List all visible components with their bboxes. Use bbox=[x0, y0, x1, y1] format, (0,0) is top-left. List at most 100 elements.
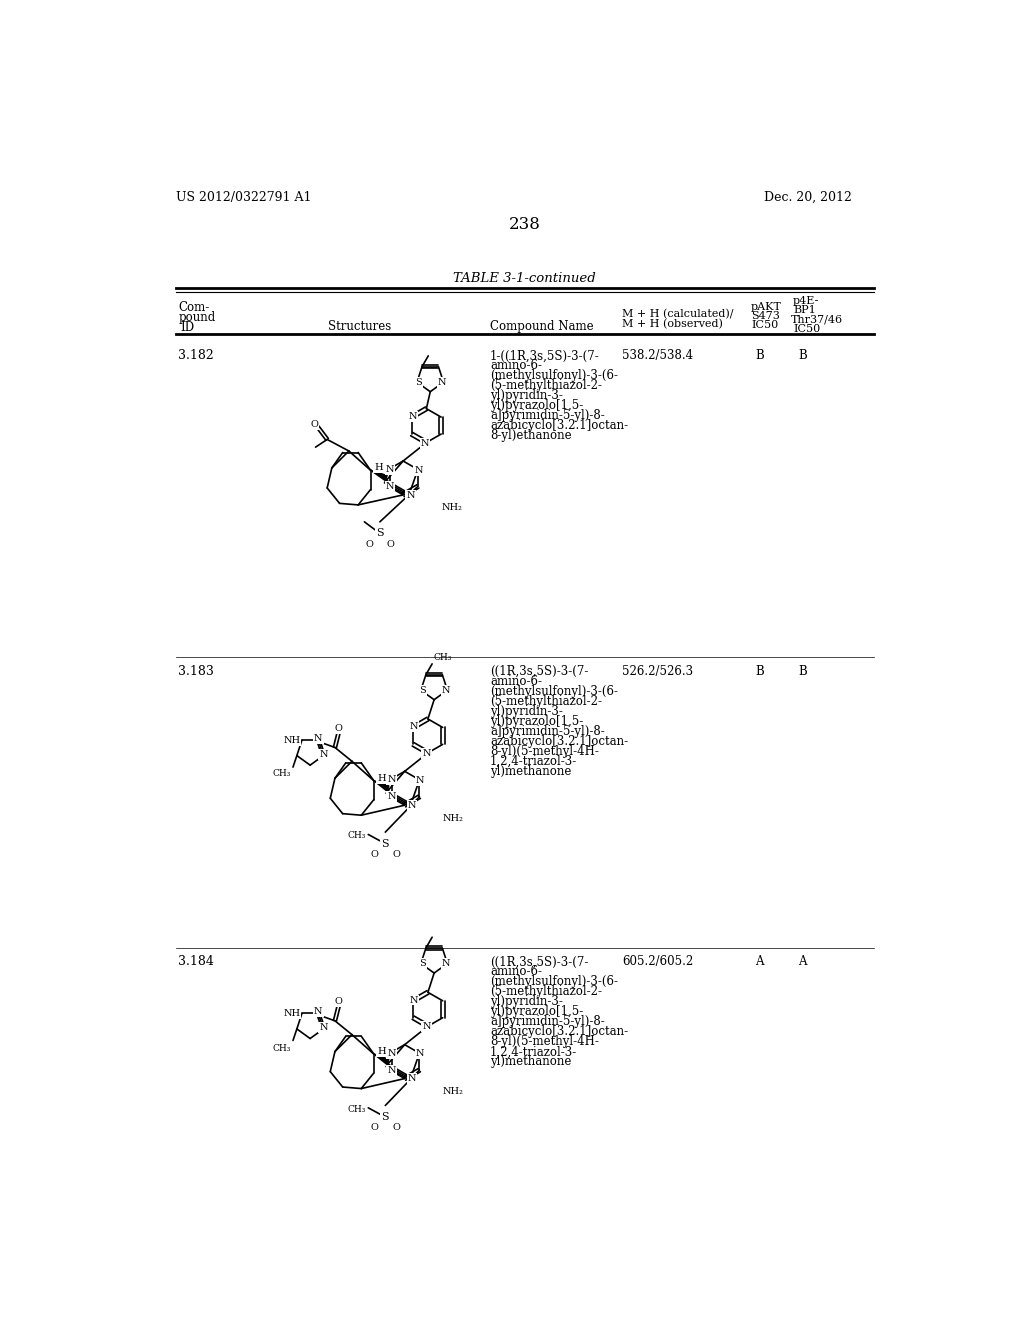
Text: O: O bbox=[371, 850, 379, 859]
Text: M + H (observed): M + H (observed) bbox=[623, 318, 723, 329]
Text: TABLE 3-1-continued: TABLE 3-1-continued bbox=[454, 272, 596, 285]
Text: O: O bbox=[335, 723, 343, 733]
Text: pAKT: pAKT bbox=[751, 302, 782, 312]
Text: N: N bbox=[422, 750, 431, 758]
Text: A: A bbox=[798, 956, 807, 969]
Text: US 2012/0322791 A1: US 2012/0322791 A1 bbox=[176, 190, 311, 203]
Text: S: S bbox=[382, 838, 389, 849]
Text: B: B bbox=[756, 665, 764, 678]
Text: yl)pyridin-3-: yl)pyridin-3- bbox=[489, 705, 563, 718]
Text: 8-yl)(5-methyl-4H-: 8-yl)(5-methyl-4H- bbox=[489, 1035, 599, 1048]
Text: (methylsulfonyl)-3-(6-: (methylsulfonyl)-3-(6- bbox=[489, 975, 617, 989]
Text: H: H bbox=[377, 774, 386, 783]
Text: S: S bbox=[419, 685, 426, 694]
Text: CH₃: CH₃ bbox=[272, 770, 291, 779]
Text: amino-6-: amino-6- bbox=[489, 675, 542, 688]
Text: yl)pyridin-3-: yl)pyridin-3- bbox=[489, 995, 563, 1008]
Text: N: N bbox=[416, 776, 425, 785]
Text: N: N bbox=[409, 412, 417, 421]
Text: 1,2,4-triazol-3-: 1,2,4-triazol-3- bbox=[489, 1045, 578, 1059]
Text: 1,2,4-triazol-3-: 1,2,4-triazol-3- bbox=[489, 755, 578, 768]
Text: S: S bbox=[419, 960, 426, 968]
Text: Compound Name: Compound Name bbox=[489, 321, 594, 333]
Text: O: O bbox=[387, 540, 394, 549]
Text: 8-yl)(5-methyl-4H-: 8-yl)(5-methyl-4H- bbox=[489, 744, 599, 758]
Text: yl)methanone: yl)methanone bbox=[489, 766, 571, 779]
Text: 526.2/526.3: 526.2/526.3 bbox=[623, 665, 693, 678]
Text: N: N bbox=[441, 960, 451, 968]
Text: NH₂: NH₂ bbox=[442, 1088, 464, 1096]
Text: O: O bbox=[310, 420, 317, 429]
Text: N: N bbox=[314, 734, 323, 743]
Text: N: N bbox=[415, 466, 423, 475]
Text: (methylsulfonyl)-3-(6-: (methylsulfonyl)-3-(6- bbox=[489, 685, 617, 698]
Text: N: N bbox=[386, 465, 394, 474]
Text: a]pyrimidin-5-yl)-8-: a]pyrimidin-5-yl)-8- bbox=[489, 1015, 605, 1028]
Text: N: N bbox=[387, 775, 395, 784]
Text: M + H (calculated)/: M + H (calculated)/ bbox=[623, 309, 734, 319]
Text: S473: S473 bbox=[751, 312, 780, 321]
Text: O: O bbox=[392, 850, 400, 859]
Text: (5-methylthiazol-2-: (5-methylthiazol-2- bbox=[489, 985, 602, 998]
Text: N: N bbox=[441, 685, 451, 694]
Text: amino-6-: amino-6- bbox=[489, 965, 542, 978]
Text: (5-methylthiazol-2-: (5-methylthiazol-2- bbox=[489, 379, 602, 392]
Text: yl)methanone: yl)methanone bbox=[489, 1056, 571, 1068]
Polygon shape bbox=[374, 1053, 389, 1064]
Text: pound: pound bbox=[178, 312, 216, 323]
Text: H: H bbox=[374, 463, 383, 473]
Text: Structures: Structures bbox=[328, 321, 391, 333]
Text: IC50: IC50 bbox=[793, 323, 820, 334]
Text: 538.2/538.4: 538.2/538.4 bbox=[623, 350, 693, 363]
Text: N: N bbox=[416, 1049, 425, 1059]
Text: NH: NH bbox=[284, 735, 300, 744]
Text: 605.2/605.2: 605.2/605.2 bbox=[623, 956, 693, 969]
Text: S: S bbox=[415, 378, 422, 387]
Text: N: N bbox=[387, 792, 395, 801]
Text: CH₃: CH₃ bbox=[347, 832, 366, 841]
Text: O: O bbox=[392, 1123, 400, 1133]
Text: a]pyrimidin-5-yl)-8-: a]pyrimidin-5-yl)-8- bbox=[489, 409, 605, 422]
Text: O: O bbox=[366, 540, 373, 549]
Text: amino-6-: amino-6- bbox=[489, 359, 542, 372]
Text: ((1R,3s,5S)-3-(7-: ((1R,3s,5S)-3-(7- bbox=[489, 956, 589, 969]
Text: CH₃: CH₃ bbox=[272, 1044, 291, 1053]
Text: N: N bbox=[407, 491, 415, 499]
Text: yl)pyridin-3-: yl)pyridin-3- bbox=[489, 389, 563, 403]
Text: O: O bbox=[371, 1123, 379, 1133]
Text: yl)pyrazolo[1,5-: yl)pyrazolo[1,5- bbox=[489, 400, 584, 412]
Text: 3.182: 3.182 bbox=[178, 350, 214, 363]
Text: N: N bbox=[410, 995, 418, 1005]
Text: yl)pyrazolo[1,5-: yl)pyrazolo[1,5- bbox=[489, 715, 584, 729]
Text: S: S bbox=[376, 528, 384, 539]
Text: N: N bbox=[314, 1007, 323, 1016]
Text: Thr37/46: Thr37/46 bbox=[791, 314, 843, 325]
Text: S: S bbox=[382, 1111, 389, 1122]
Text: azabicyclo[3.2.1]octan-: azabicyclo[3.2.1]octan- bbox=[489, 420, 628, 433]
Text: A: A bbox=[756, 956, 764, 969]
Text: N: N bbox=[437, 378, 446, 387]
Text: NH₂: NH₂ bbox=[441, 503, 462, 512]
Text: N: N bbox=[319, 750, 328, 759]
Text: CH₃: CH₃ bbox=[434, 652, 452, 661]
Text: N: N bbox=[387, 1048, 395, 1057]
Text: 238: 238 bbox=[509, 216, 541, 234]
Text: BP1: BP1 bbox=[793, 305, 816, 315]
Text: H: H bbox=[377, 1047, 386, 1056]
Text: 1-((1R,3s,5S)-3-(7-: 1-((1R,3s,5S)-3-(7- bbox=[489, 350, 600, 363]
Text: CH₃: CH₃ bbox=[347, 1105, 366, 1114]
Text: ID: ID bbox=[180, 321, 195, 334]
Text: B: B bbox=[756, 350, 764, 363]
Text: azabicyclo[3.2.1]octan-: azabicyclo[3.2.1]octan- bbox=[489, 1026, 628, 1039]
Text: 3.184: 3.184 bbox=[178, 956, 214, 969]
Text: NH: NH bbox=[284, 1008, 300, 1018]
Text: Com-: Com- bbox=[178, 301, 210, 314]
Text: ((1R,3s,5S)-3-(7-: ((1R,3s,5S)-3-(7- bbox=[489, 665, 589, 678]
Text: 8-yl)ethanone: 8-yl)ethanone bbox=[489, 429, 571, 442]
Polygon shape bbox=[374, 780, 389, 791]
Text: N: N bbox=[410, 722, 418, 731]
Text: Dec. 20, 2012: Dec. 20, 2012 bbox=[764, 190, 851, 203]
Text: p4E-: p4E- bbox=[793, 296, 819, 306]
Text: azabicyclo[3.2.1]octan-: azabicyclo[3.2.1]octan- bbox=[489, 735, 628, 748]
Text: IC50: IC50 bbox=[751, 321, 778, 330]
